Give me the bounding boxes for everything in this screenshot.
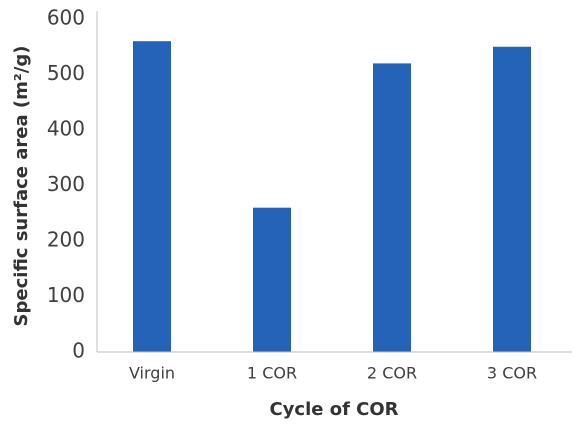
x-tick-label: 2 COR [367,364,417,383]
y-tick-label: 100 [47,283,85,307]
y-tick-label: 600 [47,6,85,30]
bar [373,63,411,353]
y-tick-label: 300 [47,172,85,196]
y-tick-label: 500 [47,61,85,85]
y-axis-label: Specific surface area (m²/g) [11,46,32,327]
y-tick-label: 200 [47,228,85,252]
bar [253,207,291,352]
x-tick-label: 3 COR [487,364,537,383]
x-tick-label: 1 COR [247,364,297,383]
x-axis-label: Cycle of COR [269,399,398,420]
y-tick-label: 0 [72,339,85,363]
bar [133,41,171,352]
y-tick-label: 400 [47,117,85,141]
x-tick-label: Virgin [129,364,175,383]
bar [493,46,531,352]
